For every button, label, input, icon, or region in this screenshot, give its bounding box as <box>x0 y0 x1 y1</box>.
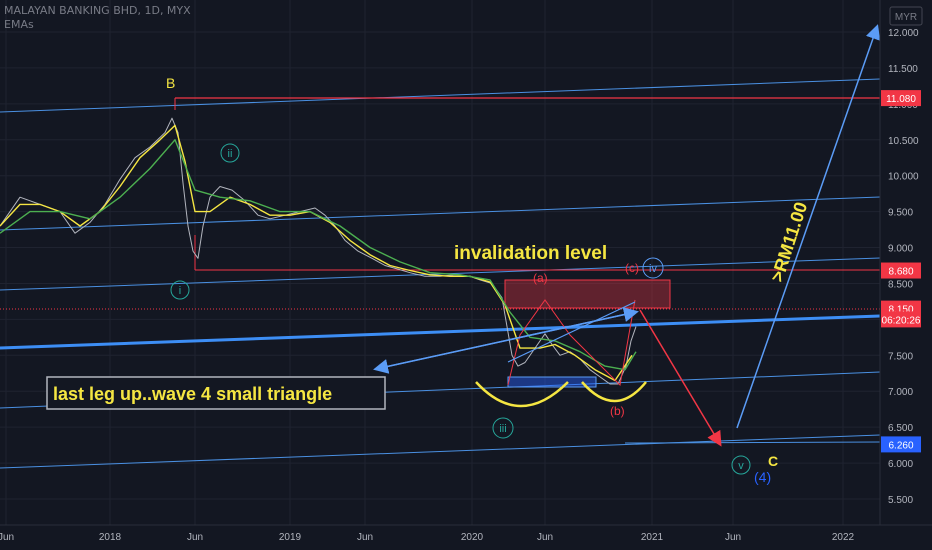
x-tick-label: Jun <box>187 532 203 543</box>
y-tick-label: 6.500 <box>888 423 913 434</box>
label-wave-B: B <box>166 75 175 91</box>
note-box <box>46 376 386 410</box>
chart-title: MALAYAN BANKING BHD, 1D, MYX <box>4 4 191 17</box>
cup-arc-right <box>581 381 647 403</box>
y-tick-label: 11.500 <box>888 64 918 75</box>
series-line-2 <box>0 139 637 371</box>
channel-line-top <box>0 78 881 113</box>
wave-iii-circle <box>492 417 514 439</box>
y-tick-label: 5.500 <box>888 495 913 506</box>
price-label: 8.680 <box>888 267 913 278</box>
label-wave-ii: ii <box>228 148 233 160</box>
label-invalidation: invalidation level <box>454 243 607 264</box>
label-wave-4: (4) <box>754 469 771 485</box>
y-tick-label: 9.000 <box>888 244 913 255</box>
price-label: 8.150 <box>888 305 913 316</box>
label-wave-v: v <box>738 460 744 472</box>
price-label-bg <box>881 311 921 328</box>
wave-i-circle <box>170 280 190 300</box>
label-wave-a: (a) <box>533 271 548 285</box>
x-tick-label: Jun <box>0 532 14 543</box>
label-note: last leg up..wave 4 small triangle <box>53 384 332 404</box>
x-tick-label: 2021 <box>641 532 664 543</box>
price-label-bg <box>881 90 921 107</box>
y-tick-label: 12.000 <box>888 28 919 39</box>
x-tick-label: 2018 <box>99 532 122 543</box>
y-tick-label: 10.000 <box>888 172 919 183</box>
price-label: 06:20:26 <box>882 315 921 326</box>
label-wave-iii: iii <box>499 423 506 435</box>
chart-header: MALAYAN BANKING BHD, 1D, MYX EMAs <box>4 4 191 32</box>
x-tick-label: Jun <box>537 532 553 543</box>
y-tick-label: 6.000 <box>888 459 913 470</box>
channel-line-support <box>624 441 881 444</box>
price-label: 6.260 <box>888 440 913 451</box>
cup-arc-left <box>475 381 569 408</box>
triangle-line <box>507 301 636 363</box>
x-tick-label: Jun <box>725 532 741 543</box>
currency-button[interactable]: MYR <box>895 12 917 23</box>
channel-line-2 <box>0 196 881 231</box>
label-target: >RM11.00 <box>767 200 812 285</box>
x-tick-label: 2020 <box>461 532 484 543</box>
arrow-up-target <box>736 24 881 429</box>
wave-iv-circle <box>642 257 664 279</box>
label-wave-iv: iv <box>649 263 657 275</box>
main-trendline <box>0 314 881 350</box>
y-tick-label: 7.000 <box>888 387 913 398</box>
series-line-0 <box>0 117 637 385</box>
wave-ii-circle <box>220 143 240 163</box>
price-series <box>0 117 637 385</box>
label-wave-b: (b) <box>610 404 625 418</box>
triangle-base-box <box>507 376 597 388</box>
price-label: 11.080 <box>886 94 916 105</box>
x-tick-label: Jun <box>357 532 373 543</box>
arrow-down-to-c <box>639 309 722 447</box>
arrow-from-note <box>375 307 639 370</box>
y-tick-label: 7.500 <box>888 351 913 362</box>
x-axis[interactable]: Jun 2018 Jun 2019 Jun 2020 Jun 2021 Jun 2022 <box>0 524 932 543</box>
channel-line-5 <box>0 434 881 469</box>
price-label-bg <box>881 262 921 279</box>
invalidation-zone <box>504 279 671 309</box>
wave-a-b-c-path <box>507 299 636 387</box>
currency-button-bg <box>889 6 923 26</box>
x-tick-label: 2022 <box>832 532 855 543</box>
wave-v-circle <box>731 455 751 475</box>
label-wave-C: C <box>768 453 778 469</box>
price-label-bg <box>881 436 921 453</box>
y-tick-label: 9.500 <box>888 208 913 219</box>
label-wave-c: (c) <box>625 261 639 275</box>
x-tick-label: 2019 <box>279 532 302 543</box>
y-tick-label: 8.500 <box>888 279 913 290</box>
indicator-label[interactable]: EMAs <box>4 18 34 31</box>
label-wave-i: i <box>179 285 181 297</box>
y-tick-label: 10.500 <box>888 136 919 147</box>
